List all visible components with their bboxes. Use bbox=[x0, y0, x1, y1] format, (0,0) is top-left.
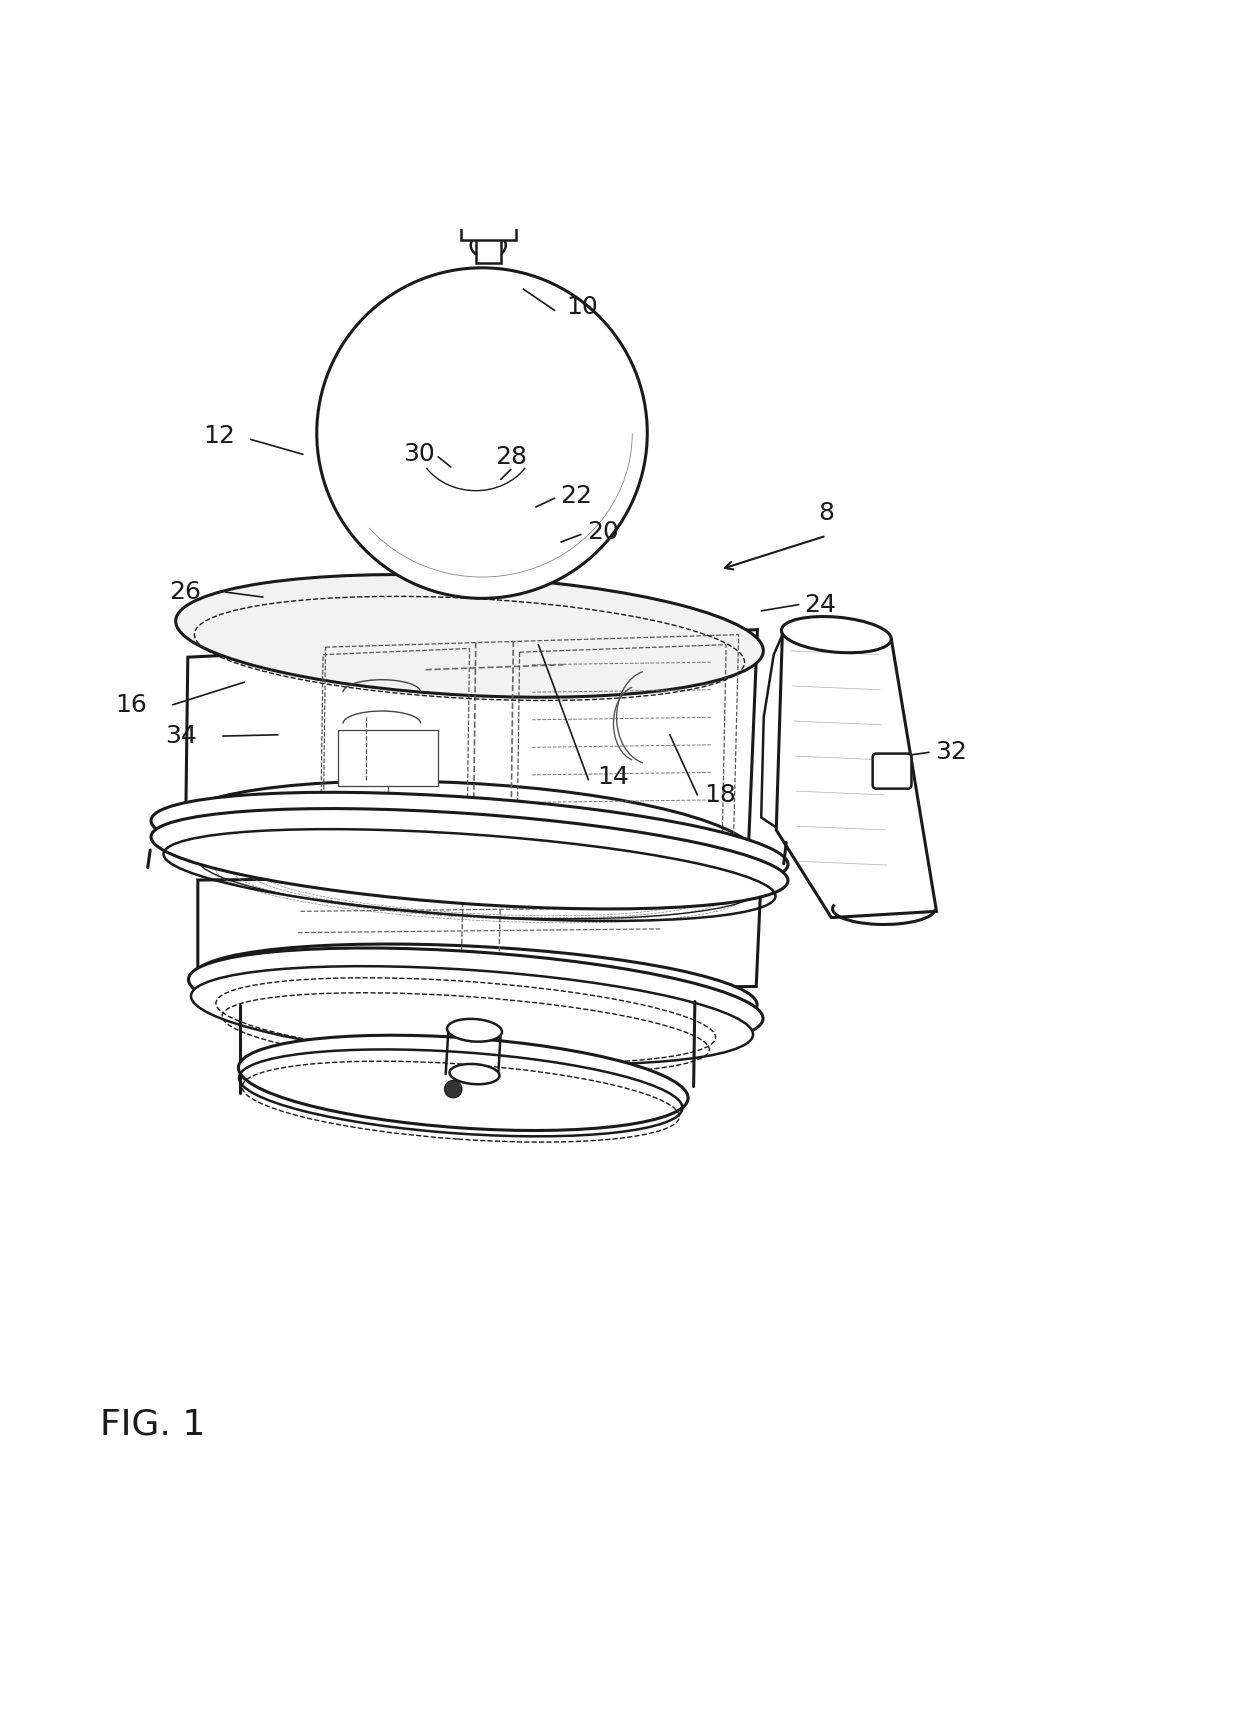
Text: 8: 8 bbox=[819, 501, 834, 525]
FancyBboxPatch shape bbox=[338, 730, 438, 787]
Ellipse shape bbox=[194, 944, 757, 1036]
Ellipse shape bbox=[175, 575, 764, 698]
Polygon shape bbox=[198, 876, 761, 994]
Ellipse shape bbox=[238, 1035, 689, 1130]
Ellipse shape bbox=[169, 781, 757, 905]
Ellipse shape bbox=[151, 809, 788, 910]
Text: 24: 24 bbox=[804, 593, 836, 617]
Text: 12: 12 bbox=[203, 424, 235, 448]
Text: 34: 34 bbox=[165, 723, 198, 747]
Circle shape bbox=[317, 268, 647, 598]
Text: 26: 26 bbox=[169, 580, 202, 604]
Ellipse shape bbox=[471, 233, 506, 258]
Ellipse shape bbox=[781, 617, 891, 653]
Text: 14: 14 bbox=[597, 766, 630, 790]
Ellipse shape bbox=[189, 947, 762, 1050]
Text: 20: 20 bbox=[587, 520, 620, 544]
Ellipse shape bbox=[449, 1064, 500, 1084]
Text: 28: 28 bbox=[495, 445, 527, 469]
FancyBboxPatch shape bbox=[461, 195, 516, 241]
Polygon shape bbox=[185, 629, 757, 857]
Text: 30: 30 bbox=[403, 443, 436, 467]
Ellipse shape bbox=[151, 792, 788, 893]
Ellipse shape bbox=[192, 966, 752, 1064]
Text: 22: 22 bbox=[560, 484, 592, 508]
Ellipse shape bbox=[447, 1019, 502, 1041]
Text: 16: 16 bbox=[115, 693, 148, 716]
Text: 10: 10 bbox=[566, 294, 598, 318]
Polygon shape bbox=[776, 629, 936, 918]
Ellipse shape bbox=[461, 185, 516, 202]
FancyBboxPatch shape bbox=[873, 754, 911, 788]
Text: FIG. 1: FIG. 1 bbox=[100, 1407, 205, 1442]
Text: 18: 18 bbox=[704, 783, 736, 807]
Circle shape bbox=[444, 1081, 462, 1098]
Text: 32: 32 bbox=[935, 740, 968, 764]
FancyBboxPatch shape bbox=[476, 238, 501, 263]
